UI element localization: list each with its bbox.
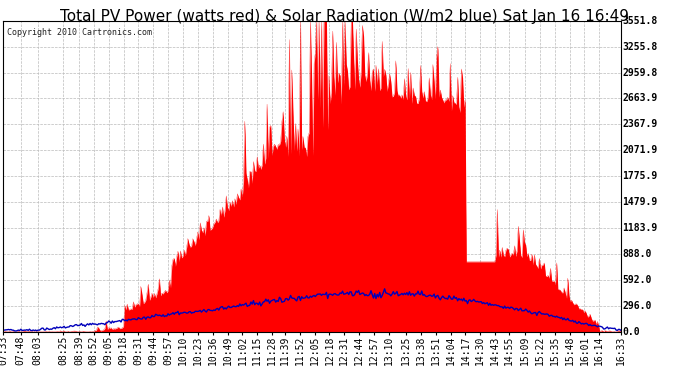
Text: 592.0: 592.0 bbox=[622, 275, 652, 285]
Text: Copyright 2010 Cartronics.com: Copyright 2010 Cartronics.com bbox=[6, 28, 152, 38]
Text: 2663.9: 2663.9 bbox=[622, 93, 658, 104]
Text: 3551.8: 3551.8 bbox=[622, 16, 658, 26]
Text: 2959.8: 2959.8 bbox=[622, 68, 658, 78]
Text: 888.0: 888.0 bbox=[622, 249, 652, 259]
Text: 1775.9: 1775.9 bbox=[622, 171, 658, 181]
Text: 2071.9: 2071.9 bbox=[622, 145, 658, 155]
Text: 3255.8: 3255.8 bbox=[622, 42, 658, 52]
Text: 1183.9: 1183.9 bbox=[622, 223, 658, 233]
Text: Total PV Power (watts red) & Solar Radiation (W/m2 blue) Sat Jan 16 16:49: Total PV Power (watts red) & Solar Radia… bbox=[61, 9, 629, 24]
Text: 2367.9: 2367.9 bbox=[622, 119, 658, 129]
Text: 0.0: 0.0 bbox=[622, 327, 640, 337]
Text: 1479.9: 1479.9 bbox=[622, 197, 658, 207]
Text: 296.0: 296.0 bbox=[622, 301, 652, 311]
